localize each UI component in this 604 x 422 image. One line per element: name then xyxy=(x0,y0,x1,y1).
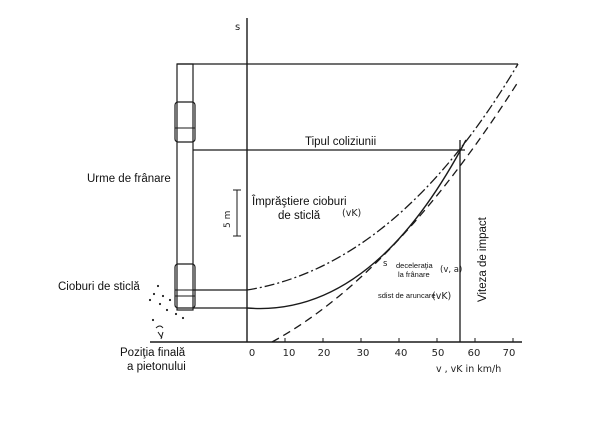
deceleration-curve-symbol: s xyxy=(383,259,388,269)
x-tick-60: 60 xyxy=(468,348,481,359)
deceleration-label-1: deceleraţia xyxy=(396,261,434,270)
deceleration-variable: (v, a) xyxy=(440,265,462,275)
brake-marks-label: Urme de frânare xyxy=(87,173,171,185)
scale-bar-label: 5 m xyxy=(223,211,233,228)
throw-distance-variable: (vK) xyxy=(432,291,451,302)
position-strip xyxy=(176,63,194,311)
speed-ticks xyxy=(246,338,514,342)
x-tick-20: 20 xyxy=(318,348,331,359)
x-tick-50: 50 xyxy=(432,348,445,359)
s-axis-symbol: s xyxy=(235,22,240,33)
glass-scatter-label-1: Împrăştiere cioburi xyxy=(251,195,347,208)
glass-scatter-label-2: de sticlă xyxy=(278,210,321,222)
x-tick-30: 30 xyxy=(357,348,370,359)
x-axis-title: v , vK in km/h xyxy=(436,364,501,375)
final-position-label-1: Poziţia finală xyxy=(120,347,186,359)
final-position-label-2: a pietonului xyxy=(127,361,186,373)
x-tick-10: 10 xyxy=(283,348,296,359)
upper-car-marker xyxy=(174,101,196,143)
glass-scatter-variable: (vK) xyxy=(342,208,361,219)
collision-type-label: Tipul coliziunii xyxy=(305,136,376,148)
lower-car-marker xyxy=(174,263,196,309)
deceleration-label-2: la frânare xyxy=(398,270,430,279)
impact-speed-label: Viteza de impact xyxy=(477,216,489,302)
glass-shard-dots xyxy=(148,284,185,322)
scale-bar xyxy=(233,189,241,237)
pedestrian-final-position-icon xyxy=(155,325,164,340)
braking-deceleration-curve xyxy=(246,139,467,310)
x-tick-0: 0 xyxy=(249,348,255,359)
x-tick-70: 70 xyxy=(503,348,516,359)
throw-distance-label: sdist de aruncare xyxy=(378,291,436,300)
glass-scatter-curve xyxy=(246,63,519,291)
x-tick-40: 40 xyxy=(395,348,408,359)
glass-shards-label: Cioburi de sticlă xyxy=(58,281,140,293)
